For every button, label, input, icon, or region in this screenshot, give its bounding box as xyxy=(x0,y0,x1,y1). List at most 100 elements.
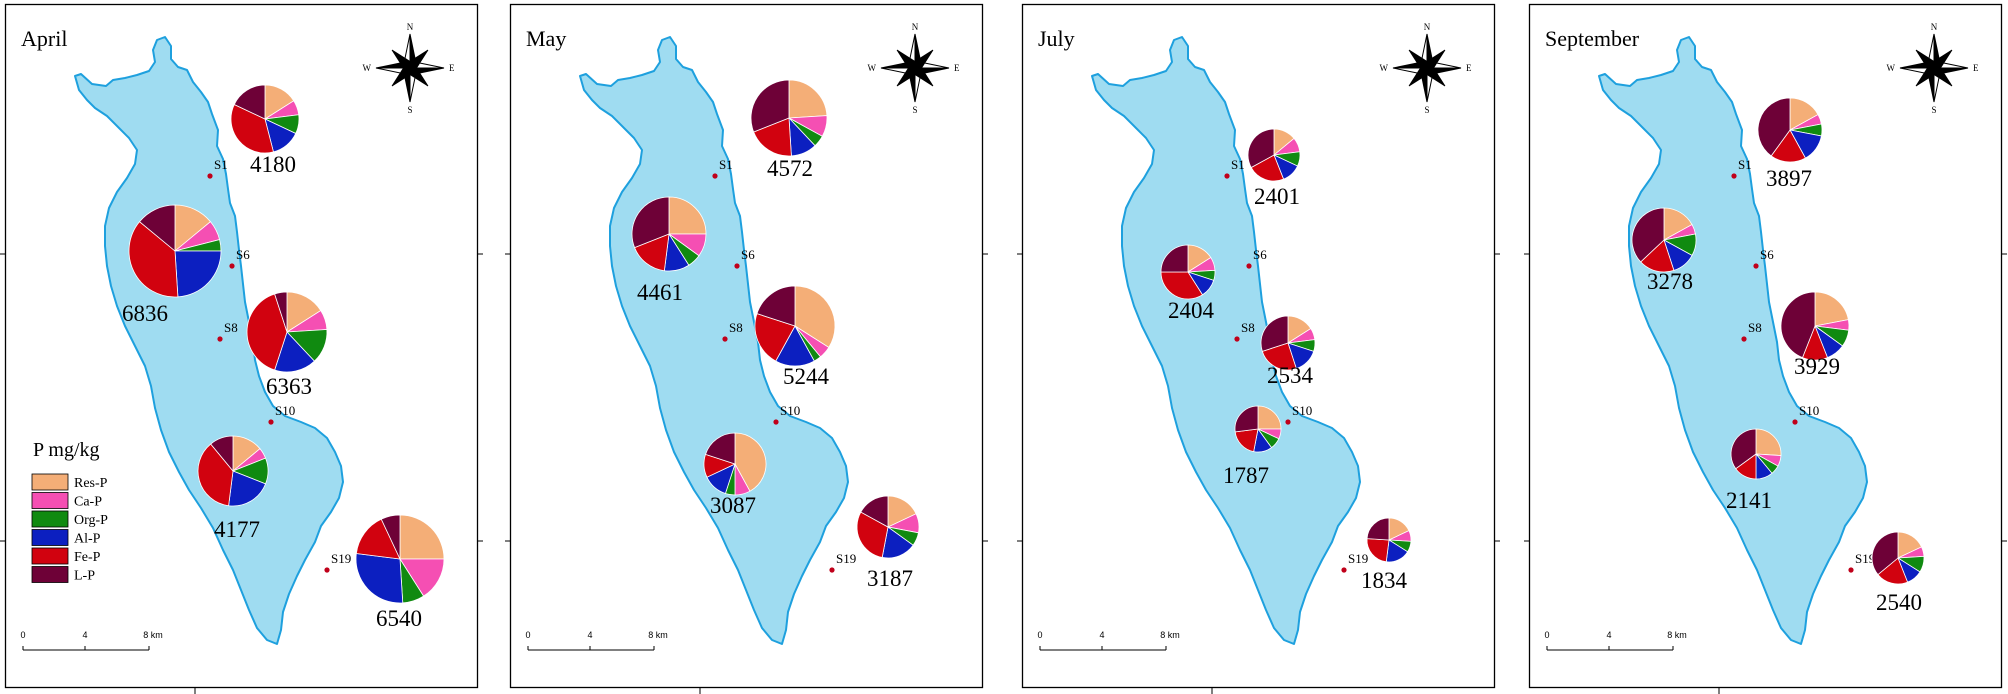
scale-label: 0 xyxy=(1037,630,1042,640)
legend-label: L-P xyxy=(74,569,95,584)
compass-rose-icon: N S E W xyxy=(1380,22,1473,115)
pie-slice-l-p xyxy=(631,196,670,249)
scale-label: 8 km xyxy=(143,630,163,640)
site-marker xyxy=(1234,336,1240,342)
lake-shape xyxy=(74,36,344,645)
pie-total-label: 4461 xyxy=(637,280,683,305)
pie-total-label: 2540 xyxy=(1876,590,1922,615)
legend-swatch xyxy=(31,566,69,583)
lake-shape xyxy=(1598,36,1868,645)
pie-slice-fe-p xyxy=(1261,342,1297,371)
compass-west-label: W xyxy=(1380,63,1389,73)
pie-slice-res-p xyxy=(1814,291,1849,327)
legend: P mg/kg Res-P Ca-P Org-P Al-P Fe-P L-P xyxy=(31,439,108,584)
pie-total-label: 4572 xyxy=(767,156,813,181)
site-marker xyxy=(1285,419,1291,425)
site-marker xyxy=(324,567,330,573)
compass-north-label: N xyxy=(1931,22,1938,32)
site-marker xyxy=(217,336,223,342)
legend-swatch xyxy=(31,492,69,509)
pie-total-label: 4177 xyxy=(214,517,260,542)
site-marker xyxy=(1753,263,1759,269)
pie-slice-fe-p xyxy=(856,511,889,558)
compass-east-label: E xyxy=(1973,63,1979,73)
pie-slice-l-p xyxy=(210,435,234,473)
scale-bar: 0 4 8 km xyxy=(1544,630,1687,651)
scale-label: 0 xyxy=(1544,630,1549,640)
site-marker xyxy=(1848,567,1854,573)
lake-shape xyxy=(1091,36,1361,645)
pie-total-label: 3278 xyxy=(1647,269,1693,294)
compass-south-label: S xyxy=(1424,105,1429,115)
pie-chart-s6 xyxy=(128,204,222,298)
compass-south-label: S xyxy=(1931,105,1936,115)
site-marker xyxy=(229,263,235,269)
site-label: S19 xyxy=(1348,551,1368,566)
site-label: S6 xyxy=(1253,247,1267,262)
pie-chart-s6 xyxy=(1631,207,1697,273)
pie-slice-l-p xyxy=(1160,244,1189,273)
site-marker xyxy=(207,173,213,179)
compass-point xyxy=(391,49,415,73)
site-label: S6 xyxy=(1760,247,1774,262)
pie-slice-fe-p xyxy=(1366,538,1390,563)
legend-label: Ca-P xyxy=(74,495,102,510)
compass-point xyxy=(1915,49,1939,73)
scale-label: 0 xyxy=(525,630,530,640)
pie-slice-al-p xyxy=(228,470,267,507)
pie-slice-l-p xyxy=(1730,428,1757,470)
scale-label: 4 xyxy=(1606,630,1611,640)
pie-slice-al-p xyxy=(274,331,315,373)
pie-total-label: 6363 xyxy=(266,374,312,399)
pie-slice-l-p xyxy=(756,285,796,327)
scale-label: 4 xyxy=(1099,630,1104,640)
scale-label: 8 km xyxy=(648,630,668,640)
map-svg: April N S E W 0 4 8 km P mg/kg Res-P Ca-P Org-P Al-P… xyxy=(0,3,483,694)
scale-bar: 0 4 8 km xyxy=(20,630,163,651)
legend-title: P mg/kg xyxy=(33,439,100,461)
pie-slice-al-p xyxy=(355,553,404,604)
site-label: S10 xyxy=(1799,403,1819,418)
site-marker xyxy=(1341,567,1347,573)
pie-slice-l-p xyxy=(1247,128,1275,169)
pie-total-label: 3187 xyxy=(867,566,913,591)
pie-total-label: 6836 xyxy=(122,301,168,326)
legend-label: Res-P xyxy=(74,476,108,491)
pie-total-label: 2141 xyxy=(1726,488,1772,513)
map-svg: July N S E W 0 4 8 km S1 S6 S8 S10 S19 2401 2404 2534 17… xyxy=(1017,3,1500,694)
map-frame xyxy=(1528,3,2003,689)
compass-rose-icon: N S E W xyxy=(868,22,961,115)
site-label: S1 xyxy=(1231,157,1245,172)
scale-label: 8 km xyxy=(1160,630,1180,640)
pie-slice-fe-p xyxy=(355,518,401,560)
legend-swatch xyxy=(31,510,69,528)
month-title: September xyxy=(1545,26,1640,51)
pie-total-label: 1787 xyxy=(1223,463,1269,488)
pie-chart-s10 xyxy=(1730,428,1782,480)
scale-label: 8 km xyxy=(1667,630,1687,640)
map-panel-april: April N S E W 0 4 8 km P mg/kg Res-P Ca-P Org-P Al-P… xyxy=(0,3,483,694)
pie-slice-ca-p xyxy=(399,558,445,597)
site-label: S1 xyxy=(719,157,733,172)
pie-total-label: 2401 xyxy=(1254,184,1300,209)
map-frame xyxy=(4,3,479,689)
pie-chart-s6 xyxy=(631,196,707,272)
month-title: April xyxy=(21,26,67,51)
site-label: S8 xyxy=(1748,320,1762,335)
pie-slice-l-p xyxy=(705,432,736,465)
site-marker xyxy=(1741,336,1747,342)
pie-slice-l-p xyxy=(138,204,176,252)
site-label: S6 xyxy=(236,247,250,262)
site-label: S1 xyxy=(1738,157,1752,172)
compass-west-label: W xyxy=(363,63,372,73)
month-title: May xyxy=(526,26,566,51)
pie-slice-res-p xyxy=(399,514,445,560)
pie-chart-s10 xyxy=(197,435,269,507)
site-label: S6 xyxy=(741,247,755,262)
pie-slice-fe-p xyxy=(230,103,274,154)
lake-shape xyxy=(579,36,849,645)
compass-west-label: W xyxy=(1887,63,1896,73)
compass-rose-icon: N S E W xyxy=(363,22,456,115)
pie-total-label: 6540 xyxy=(376,606,422,631)
pie-chart-s19 xyxy=(355,514,445,604)
